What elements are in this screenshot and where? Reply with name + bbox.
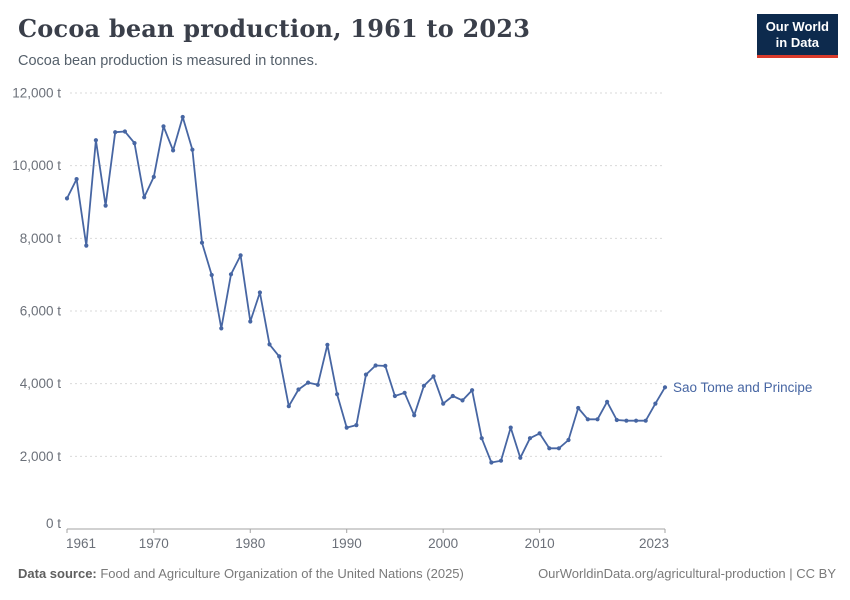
owid-logo: Our World in Data — [756, 14, 838, 58]
y-tick-label: 2,000 t — [20, 449, 62, 464]
data-point — [296, 387, 301, 392]
data-point — [576, 405, 581, 411]
data-point — [171, 148, 176, 153]
data-point — [421, 383, 426, 388]
data-point — [566, 437, 571, 443]
data-point — [537, 431, 542, 436]
data-point — [431, 374, 436, 379]
x-tick-label: 1970 — [139, 536, 169, 551]
x-tick-label: 2010 — [525, 536, 555, 551]
data-point — [479, 436, 484, 441]
data-point — [267, 342, 272, 347]
data-point — [624, 418, 629, 423]
data-point — [412, 413, 417, 418]
data-point — [306, 380, 311, 385]
x-tick-label: 2000 — [428, 536, 458, 551]
data-source-note: Data source: Food and Agriculture Organi… — [18, 566, 464, 581]
data-point — [132, 141, 137, 146]
y-tick-label: 10,000 t — [12, 158, 61, 173]
data-point — [315, 382, 320, 387]
data-point — [103, 203, 108, 208]
data-source-text: Food and Agriculture Organization of the… — [96, 566, 464, 581]
x-tick-label: 2023 — [639, 536, 669, 551]
page-title: Cocoa bean production, 1961 to 2023 — [18, 14, 531, 43]
data-point — [64, 196, 70, 201]
data-point — [392, 393, 397, 399]
data-point — [228, 272, 234, 277]
data-point — [441, 401, 446, 406]
chart-subtitle: Cocoa bean production is measured in ton… — [18, 53, 318, 69]
data-point — [373, 363, 378, 368]
x-tick-label: 1980 — [235, 536, 265, 551]
data-point — [93, 138, 98, 143]
data-point — [286, 404, 291, 409]
data-point — [556, 446, 562, 451]
y-tick-label: 4,000 t — [20, 376, 62, 391]
data-point — [383, 363, 388, 368]
x-tick-label: 1961 — [66, 536, 96, 551]
data-point — [335, 392, 340, 397]
data-point — [180, 114, 185, 120]
data-source-label: Data source: — [18, 566, 97, 581]
owid-logo-line2: in Data — [775, 35, 820, 50]
data-point — [498, 458, 504, 463]
data-point — [527, 436, 533, 441]
x-tick-label: 1990 — [332, 536, 362, 551]
data-point — [354, 423, 359, 428]
data-point — [344, 425, 349, 430]
series-line — [66, 116, 666, 464]
data-point — [151, 174, 156, 179]
data-point — [595, 417, 600, 422]
y-tick-label: 8,000 t — [20, 231, 62, 246]
data-point — [605, 399, 610, 404]
data-point — [547, 446, 552, 451]
data-point — [161, 124, 166, 129]
data-point — [277, 354, 282, 359]
y-tick-label: 6,000 t — [20, 304, 62, 319]
data-point — [614, 417, 619, 423]
data-point — [209, 272, 214, 278]
data-point — [122, 129, 127, 134]
data-point — [460, 398, 465, 403]
data-point — [199, 240, 205, 245]
data-point — [450, 393, 455, 399]
y-tick-label: 12,000 t — [12, 86, 61, 101]
data-point — [653, 401, 658, 406]
data-point — [219, 326, 224, 331]
data-point — [402, 390, 407, 395]
data-point — [489, 460, 494, 465]
data-point — [470, 388, 475, 393]
data-point — [662, 385, 668, 390]
data-point — [238, 253, 243, 258]
data-point — [508, 425, 513, 430]
y-tick-label: 0 t — [46, 516, 61, 531]
data-point — [257, 290, 262, 295]
data-point — [518, 455, 523, 460]
data-point — [74, 177, 79, 182]
data-point — [84, 243, 89, 248]
data-point — [248, 319, 253, 324]
data-point — [142, 195, 147, 200]
data-point — [325, 342, 330, 347]
data-point — [585, 417, 590, 422]
data-point — [113, 130, 118, 135]
data-point — [190, 147, 195, 152]
data-point — [643, 418, 648, 423]
series-label-sao-tome-and-principe[interactable]: Sao Tome and Principe — [673, 380, 812, 395]
rights-link[interactable]: OurWorldinData.org/agricultural-producti… — [538, 566, 836, 581]
data-point — [634, 418, 639, 423]
data-point — [363, 372, 369, 377]
owid-logo-line1: Our World — [765, 19, 829, 34]
